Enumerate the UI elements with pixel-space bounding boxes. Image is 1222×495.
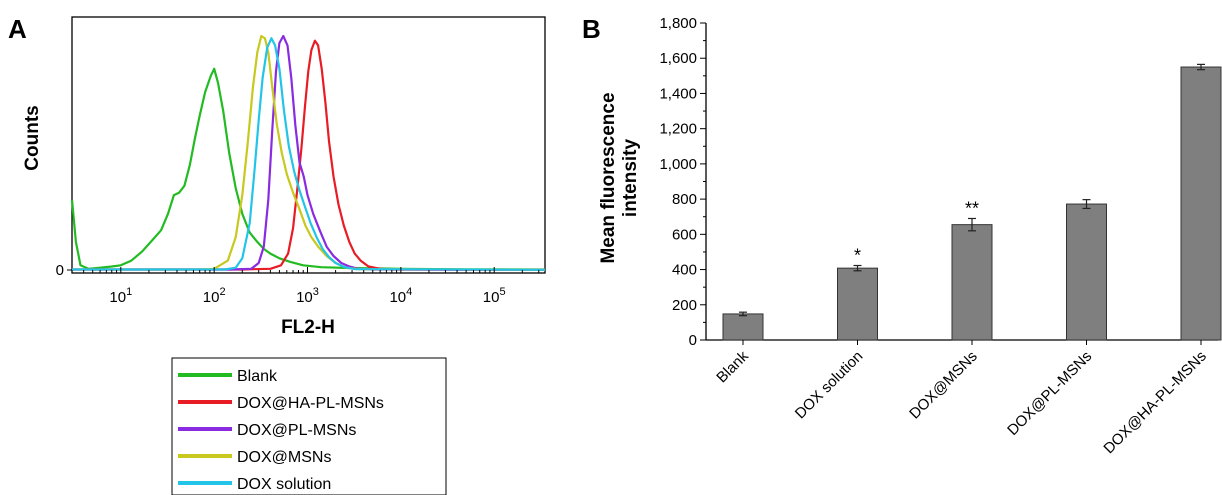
histogram-curve-dox-pl-msns [72,34,546,271]
bar-x-label-blank: Blank [713,347,752,386]
bar-dox-msns [951,224,993,341]
histogram-x-tick-label: 102 [203,286,226,306]
significance-marker-dox-msns: ** [965,198,979,218]
histogram-x-tick-label: 104 [389,286,412,306]
histogram-curve-dox-ha-pl-msns [72,39,546,271]
histogram-x-ticks: 101 102 103 104 105 [71,267,540,306]
bar-y-tick-label: 1,600 [659,50,697,67]
bar-blank [722,313,764,341]
significance-marker-dox-solution: * [854,246,861,266]
bar-y-tick-label: 0 [689,332,697,349]
bar-y-tick-label: 400 [672,262,697,279]
bar-x-label-dox-ha-pl-msns: DOX@HA-PL-MSNs [1100,348,1209,457]
bar-y-tick-label: 800 [672,191,697,208]
histogram-plot-frame [71,16,546,274]
flow-cytometry-histogram-panel: A Counts 101 102 103 104 105 0 FL2-H Blank DO… [8,14,546,495]
histogram-x-tick-label: 101 [109,286,132,306]
histogram-x-tick-label: 103 [296,286,319,306]
histogram-legend-box [171,357,447,495]
bar-y-tick-label: 1,400 [659,85,697,102]
bar-x-label-dox-solution: DOX solution [792,348,867,423]
histogram-y-axis-title: Counts [22,105,43,170]
legend-label-dox-msns: DOX@MSNs [237,449,331,466]
histogram-x-axis-title: FL2-H [281,317,335,338]
legend-label-blank: Blank [237,368,278,385]
bar-y-tick-label: 600 [672,226,697,243]
bar-y-ticks: 0 200 400 600 800 1,000 1,200 1,400 1,600 1,800 [659,15,706,349]
legend-label-dox-ha-pl-msns: DOX@HA-PL-MSNs [237,395,384,412]
histogram-curve-dox-solution [72,37,546,271]
bar-y-axis-title-line1: Mean fluorescence [598,92,619,263]
bar-y-tick-label: 200 [672,297,697,314]
bar-dox-pl-msns [1066,203,1107,341]
histogram-curves [70,34,546,271]
bar-x-label-dox-msns: DOX@MSNs [906,348,981,423]
histogram-y-tick-label: 0 [56,262,64,279]
bar-series: *** [722,63,1222,341]
legend-label-dox-pl-msns: DOX@PL-MSNs [237,422,356,439]
histogram-curve-blank [70,67,546,271]
panel-a-label: A [8,14,27,44]
bar-y-tick-label: 1,800 [659,15,697,32]
bar-dox-ha-pl-msns [1180,66,1222,341]
histogram-y-ticks: 0 [56,262,72,279]
bar-x-label-dox-pl-msns: DOX@PL-MSNs [1004,348,1095,439]
bar-y-tick-label: 1,200 [659,121,697,138]
panel-b-label: B [582,14,601,44]
mean-fluorescence-bar-panel: B Mean fluorescence intensity 0 200 400 600… [582,14,1222,457]
bar-x-tick-labels: Blank DOX solution DOX@MSNs DOX@PL-MSNs DOX@… [713,340,1210,457]
bar-dox-solution [837,267,878,341]
histogram-legend: Blank DOX@HA-PL-MSNs DOX@PL-MSNs DOX@MSNs DO… [178,368,384,493]
bar-y-tick-label: 1,000 [659,156,697,173]
histogram-x-tick-label: 105 [483,286,506,306]
histogram-curve-dox-msns [72,34,546,271]
bar-y-axis-title-line2: intensity [620,139,641,218]
legend-label-dox-solution: DOX solution [237,476,331,493]
